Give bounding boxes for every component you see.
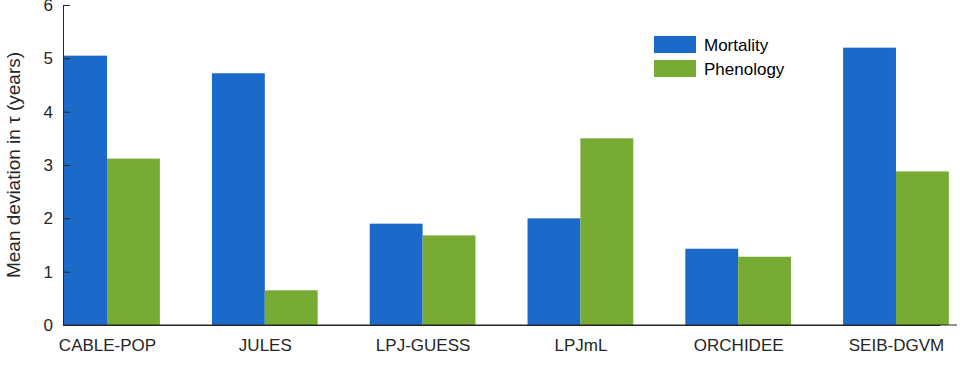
y-tick-mark xyxy=(63,112,70,113)
bar xyxy=(528,218,581,325)
y-tick-label: 1 xyxy=(44,263,53,282)
x-tick: LPJmL xyxy=(554,325,607,355)
y-tick-mark xyxy=(63,272,70,273)
x-tick-label: LPJmL xyxy=(554,336,607,355)
bar xyxy=(107,159,160,325)
legend: Mortality Phenology xyxy=(648,28,791,86)
y-tick-mark xyxy=(63,165,70,166)
x-tick-label: SEIB-DGVM xyxy=(849,336,944,355)
y-tick: 1 xyxy=(44,263,70,282)
x-tick-label: CABLE-POP xyxy=(59,336,156,355)
legend-label: Mortality xyxy=(704,36,769,55)
bars xyxy=(63,48,949,325)
bar xyxy=(843,48,896,325)
y-tick-label: 3 xyxy=(44,156,53,175)
bar xyxy=(423,235,476,325)
y-tick-mark xyxy=(63,218,70,219)
y-axis-title: Mean deviation in τ (years) xyxy=(3,52,24,278)
chart: 0 1 2 3 4 5 6 CABLE-POP JULES LPJ-GUESS LPJmL ORCHI… xyxy=(0,0,967,377)
x-tick-label: ORCHIDEE xyxy=(694,336,784,355)
x-tick-label: JULES xyxy=(239,336,292,355)
y-tick-label: 0 xyxy=(44,316,53,335)
legend-label: Phenology xyxy=(704,60,785,79)
bar xyxy=(265,290,318,325)
y-tick: 6 xyxy=(44,0,70,15)
y-tick-label: 2 xyxy=(44,209,53,228)
x-tick: CABLE-POP xyxy=(59,325,156,355)
x-tick: JULES xyxy=(239,325,292,355)
x-tick: ORCHIDEE xyxy=(694,325,784,355)
y-tick-label: 6 xyxy=(44,0,53,15)
y-tick: 3 xyxy=(44,156,70,175)
y-tick: 2 xyxy=(44,209,70,228)
legend-box xyxy=(648,28,791,86)
bar xyxy=(738,257,791,325)
x-tick: SEIB-DGVM xyxy=(849,325,944,355)
bar xyxy=(212,73,265,325)
bar xyxy=(896,171,949,325)
y-axis: 0 1 2 3 4 5 6 xyxy=(44,0,70,335)
bar xyxy=(580,138,633,325)
x-axis: CABLE-POP JULES LPJ-GUESS LPJmL ORCHIDEE SEIB… xyxy=(59,325,944,355)
x-axis-domain xyxy=(64,325,941,326)
bar xyxy=(63,56,107,325)
y-tick-mark xyxy=(63,58,70,59)
x-tick-label: LPJ-GUESS xyxy=(376,336,470,355)
y-tick-label: 5 xyxy=(44,49,53,68)
bar xyxy=(685,249,738,325)
legend-swatch xyxy=(654,60,696,77)
y-tick-label: 4 xyxy=(44,103,53,122)
y-tick: 4 xyxy=(44,103,70,122)
y-tick: 5 xyxy=(44,49,70,68)
x-tick: LPJ-GUESS xyxy=(376,325,470,355)
x-axis-line xyxy=(63,325,957,326)
legend-swatch xyxy=(654,36,696,53)
bar xyxy=(370,224,423,325)
y-tick-mark xyxy=(63,5,70,6)
